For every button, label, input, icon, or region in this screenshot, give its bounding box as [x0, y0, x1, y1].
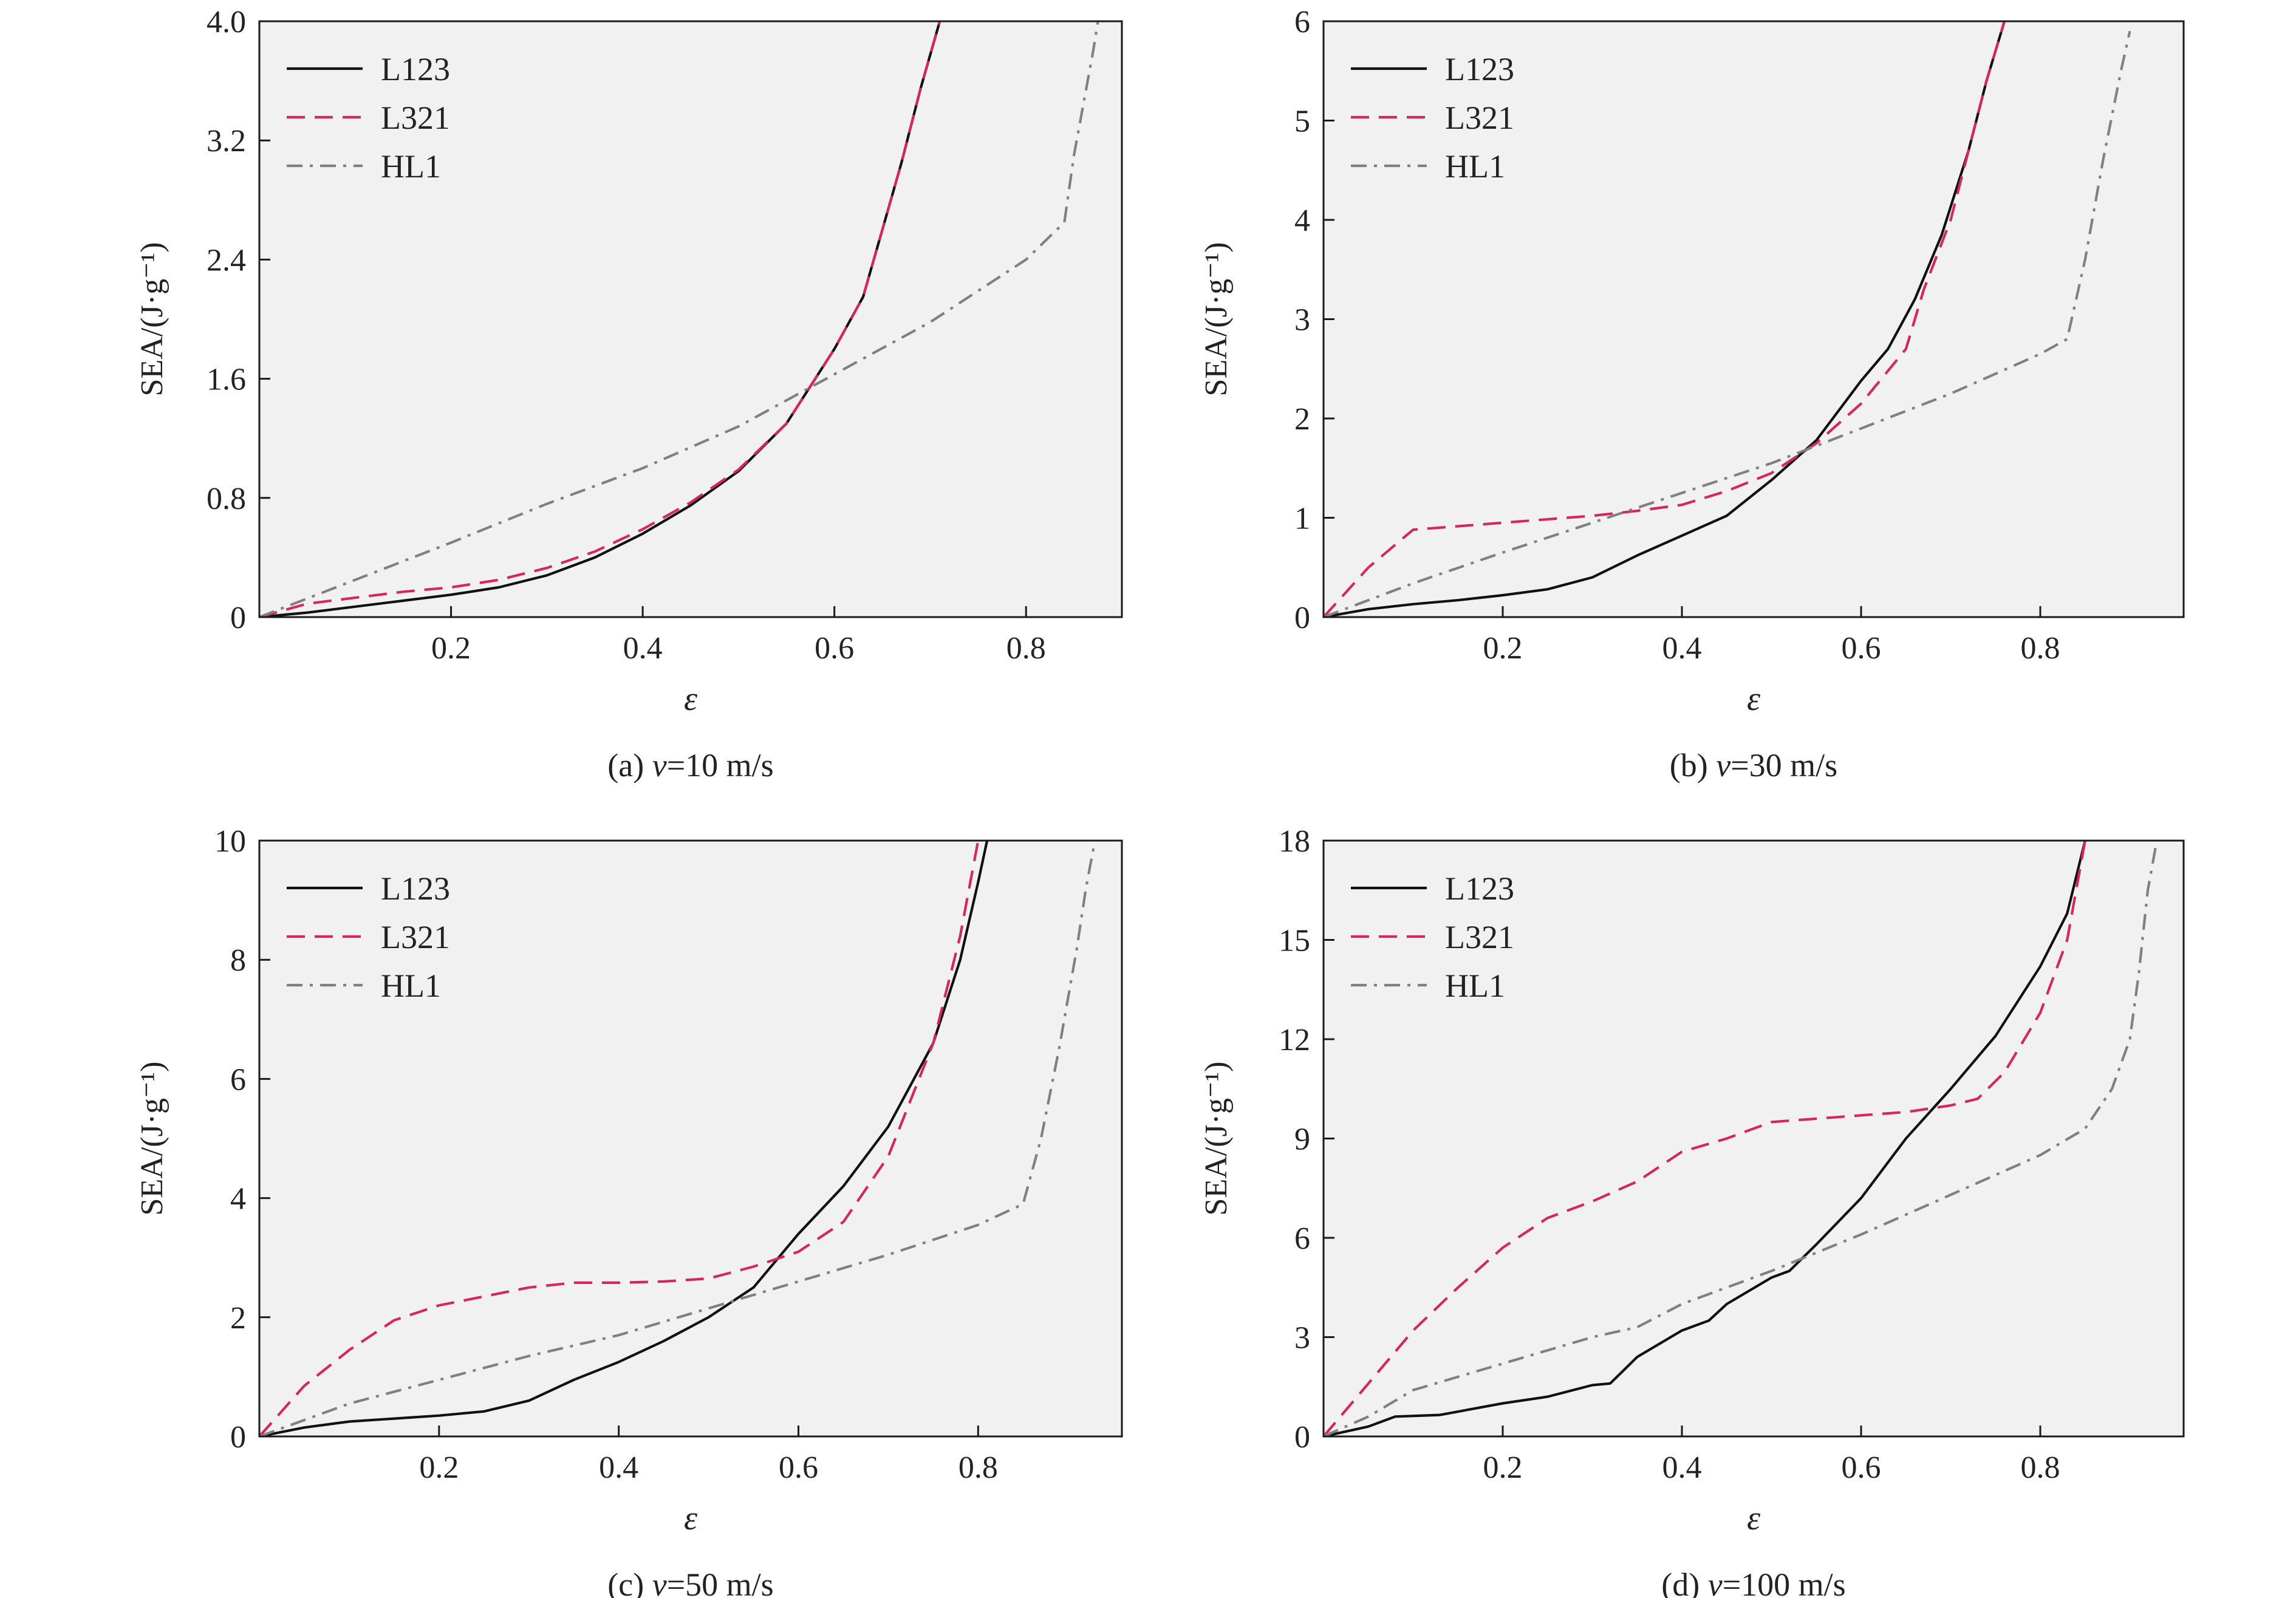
y-tick-label: 9 [1294, 1122, 1310, 1157]
y-tick-label: 4.0 [207, 5, 246, 39]
y-tick-label: 10 [214, 824, 246, 859]
series-line-l123 [1324, 21, 2006, 617]
plot-area [1324, 21, 2184, 617]
legend-label: L123 [1445, 51, 1514, 87]
x-tick-label: 0.4 [623, 631, 663, 666]
y-tick-label: 12 [1279, 1023, 1310, 1057]
legend-label: L321 [381, 100, 450, 136]
panel-caption: (a) v=10 m/s [607, 747, 773, 784]
x-tick-label: 0.8 [2021, 1450, 2060, 1485]
y-tick-label: 3 [1294, 1321, 1310, 1356]
series-line-hl1 [1324, 30, 2131, 617]
y-tick-label: 2 [230, 1301, 246, 1336]
legend: L123 L321 HL1 [1351, 51, 1514, 185]
chart-panel-3: 0.2 0.4 0.6 0.8 0 3 6 9 12 15 18 ε SEA/(J·g⁻¹) (d) v=… [1199, 824, 2185, 1598]
legend: L123 L321 HL1 [287, 51, 450, 185]
y-tick-label: 6 [230, 1062, 246, 1097]
x-tick-label: 0.6 [779, 1450, 818, 1485]
x-tick-label: 0.6 [815, 631, 854, 666]
x-tick-label: 0.4 [1662, 1450, 1702, 1485]
x-tick-label: 0.6 [1842, 1450, 1881, 1485]
series-line-l321 [1324, 840, 2086, 1436]
series-line-l123 [1324, 840, 2086, 1436]
legend-label: L123 [381, 51, 450, 87]
series-line-l321 [1324, 21, 2006, 617]
x-tick-label: 0.2 [1483, 631, 1523, 666]
x-tick-label: 0.2 [419, 1450, 459, 1485]
y-tick-label: 3 [1294, 303, 1310, 338]
y-tick-label: 1.6 [207, 363, 246, 397]
y-tick-label: 18 [1279, 824, 1310, 859]
x-tick-label: 0.4 [1662, 631, 1702, 666]
legend-label: HL1 [1445, 148, 1505, 185]
series-line-hl1 [259, 21, 1099, 617]
x-tick-label: 0.8 [1006, 631, 1046, 666]
y-tick-label: 0 [230, 1420, 246, 1455]
x-tick-label: 0.2 [1483, 1450, 1523, 1485]
y-axis-label: SEA/(J·g⁻¹) [135, 242, 169, 397]
legend: L123 L321 HL1 [1351, 870, 1514, 1004]
chart-panel-1: 0.2 0.4 0.6 0.8 0 1 2 3 4 5 6 ε SEA/(J·g⁻¹) (b) v=30 … [1199, 5, 2185, 784]
series-line-l123 [259, 21, 941, 617]
legend-label: L321 [381, 919, 450, 955]
legend-label: L321 [1445, 919, 1514, 955]
y-tick-label: 6 [1294, 5, 1310, 39]
panel-caption: (d) v=100 m/s [1661, 1566, 1845, 1598]
x-tick-label: 0.6 [1842, 631, 1881, 666]
y-tick-label: 2 [1294, 402, 1310, 437]
plot-area [259, 21, 1122, 617]
y-tick-label: 8 [230, 943, 246, 978]
plot-frame [258, 839, 1123, 1438]
legend-label: L123 [1445, 870, 1514, 907]
x-tick-label: 0.2 [431, 631, 471, 666]
y-tick-label: 4 [230, 1182, 246, 1217]
series-line-hl1 [1324, 840, 2158, 1436]
y-tick-label: 4 [1294, 203, 1310, 238]
x-tick-label: 0.4 [599, 1450, 638, 1485]
y-tick-label: 0 [1294, 601, 1310, 635]
x-tick-label: 0.8 [958, 1450, 998, 1485]
y-tick-label: 3.2 [207, 124, 246, 159]
y-tick-label: 5 [1294, 104, 1310, 139]
series-line-hl1 [259, 840, 1096, 1436]
legend-label: HL1 [381, 148, 441, 185]
chart-panel-2: 0.2 0.4 0.6 0.8 0 2 4 6 8 10 ε SEA/(J·g⁻¹) (c) v=50 … [135, 824, 1123, 1598]
legend-label: L321 [1445, 100, 1514, 136]
plot-area [1324, 841, 2184, 1436]
x-axis-label: ε [684, 680, 698, 718]
legend-label: HL1 [381, 968, 441, 1004]
y-axis-label: SEA/(J·g⁻¹) [1199, 242, 1234, 397]
y-axis-label: SEA/(J·g⁻¹) [1199, 1062, 1234, 1216]
panel-caption: (c) v=50 m/s [607, 1566, 773, 1598]
chart-panel-0: 0.2 0.4 0.6 0.8 0 0.8 1.6 2.4 3.2 4.0 ε SEA/(J·g⁻¹)… [135, 5, 1123, 784]
plot-area [259, 841, 1122, 1436]
y-tick-label: 1 [1294, 502, 1310, 536]
y-tick-label: 0 [230, 601, 246, 635]
panel-caption: (b) v=30 m/s [1670, 747, 1837, 784]
series-line-l321 [259, 840, 980, 1436]
x-axis-label: ε [1747, 680, 1761, 718]
legend-label: L123 [381, 870, 450, 907]
legend-label: HL1 [1445, 968, 1505, 1004]
x-axis-label: ε [1747, 1500, 1761, 1537]
y-axis-label: SEA/(J·g⁻¹) [135, 1062, 169, 1216]
y-tick-label: 0.8 [207, 482, 246, 516]
x-tick-label: 0.8 [2021, 631, 2060, 666]
plot-frame [258, 20, 1123, 618]
y-tick-label: 6 [1294, 1221, 1310, 1256]
y-tick-label: 15 [1279, 924, 1310, 958]
legend: L123 L321 HL1 [287, 870, 450, 1004]
y-tick-label: 2.4 [207, 243, 246, 278]
y-tick-label: 0 [1294, 1420, 1310, 1455]
series-line-l321 [259, 21, 941, 617]
x-axis-label: ε [684, 1500, 698, 1537]
